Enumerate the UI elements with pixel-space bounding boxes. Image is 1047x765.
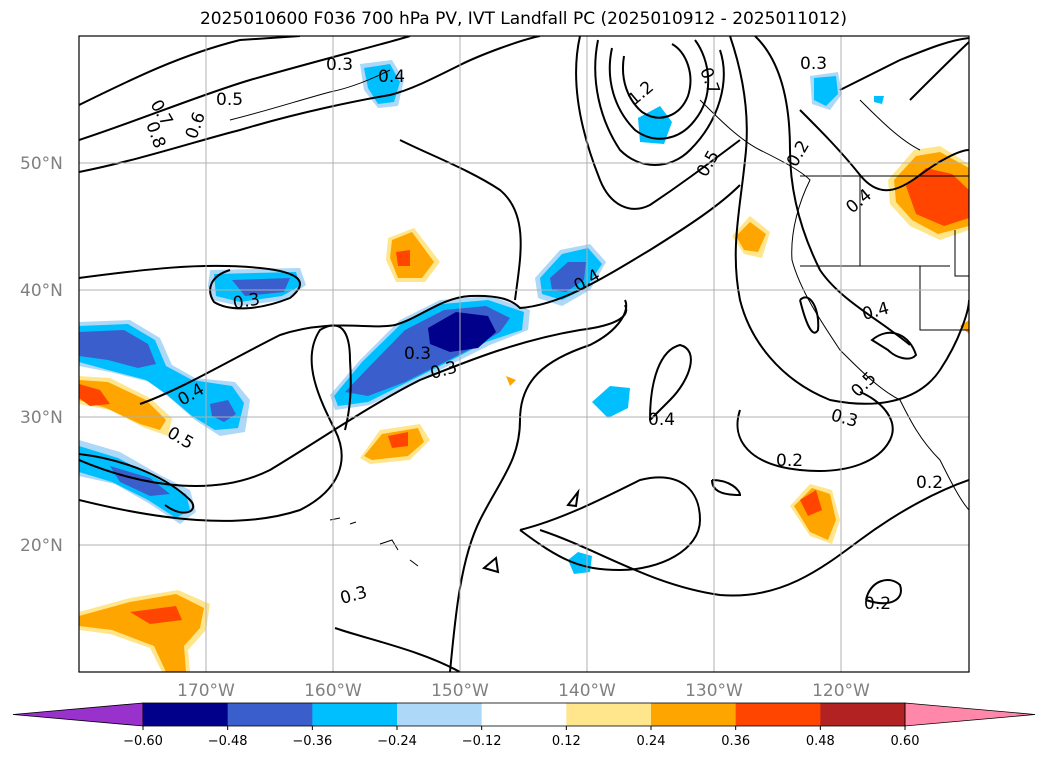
colorbar-tick-label: −0.12 <box>462 734 502 749</box>
colorbar-segments <box>12 702 1036 727</box>
chart-title: 2025010600 F036 700 hPa PV, IVT Landfall… <box>199 9 847 29</box>
contour-label: 0.3 <box>231 290 261 314</box>
pv-shading-positive <box>79 146 969 672</box>
lat-tick-label: 30°N <box>20 408 63 428</box>
colorbar-tick-label: −0.36 <box>292 734 332 749</box>
contour-label: 0.5 <box>216 90 243 110</box>
colorbar-segment <box>143 703 229 726</box>
lat-axis-labels: 20°N 30°N 40°N 50°N <box>20 154 63 556</box>
contour-label: 0.3 <box>404 344 431 364</box>
plot-area <box>79 36 969 672</box>
colorbar-tick-label: 0.48 <box>806 734 835 749</box>
colorbar-segment <box>566 703 652 726</box>
colorbar-segment <box>312 703 398 726</box>
lat-tick-label: 40°N <box>20 281 63 301</box>
map-layers <box>79 36 969 672</box>
lat-tick-label: 20°N <box>20 536 63 556</box>
colorbar-tick-label: −0.24 <box>377 734 417 749</box>
gridlines <box>79 36 969 672</box>
colorbar-segment <box>735 703 821 726</box>
colorbar-tick-label: 0.60 <box>891 734 920 749</box>
lon-tick-label: 140°W <box>558 681 616 701</box>
contour-label: 0.2 <box>916 473 943 493</box>
colorbar-segment <box>651 703 737 726</box>
lon-tick-label: 130°W <box>685 681 743 701</box>
colorbar-segment <box>397 703 483 726</box>
colorbar-extend-max <box>904 702 1036 727</box>
colorbar-ticks: −0.60 −0.48 −0.36 −0.24 −0.12 0.12 0.24 0.36 0.4… <box>123 726 919 749</box>
colorbar-tick-label: −0.60 <box>123 734 163 749</box>
contour-label: 0.4 <box>648 410 675 430</box>
colorbar-segment <box>820 703 906 726</box>
colorbar-tick-label: −0.48 <box>208 734 248 749</box>
contour-label: 0.4 <box>378 67 405 87</box>
colorbar-tick-label: 0.24 <box>637 734 666 749</box>
colorbar-tick-label: 0.12 <box>552 734 581 749</box>
coastlines <box>229 69 969 567</box>
contour-label: 0.2 <box>776 451 803 471</box>
lat-tick-label: 50°N <box>20 154 63 174</box>
lon-tick-label: 160°W <box>304 681 362 701</box>
lon-axis-labels: 170°W 160°W 150°W 140°W 130°W 120°W <box>177 681 870 701</box>
colorbar-segment <box>227 703 313 726</box>
pv-contours <box>79 36 969 672</box>
contour-label: 0.2 <box>864 594 891 614</box>
contour-label: 0.3 <box>326 55 353 75</box>
colorbar-outline <box>142 702 906 727</box>
lon-tick-label: 120°W <box>812 681 870 701</box>
plot-frame <box>78 35 970 673</box>
contour-label: 0.3 <box>800 54 827 74</box>
lon-tick-label: 150°W <box>431 681 489 701</box>
lon-tick-label: 170°W <box>177 681 235 701</box>
colorbar-tick-label: 0.36 <box>721 734 750 749</box>
colorbar: −0.60 −0.48 −0.36 −0.24 −0.12 0.12 0.24 0.36 0.4… <box>12 702 1036 749</box>
colorbar-segment <box>481 703 567 726</box>
colorbar-extend-min <box>12 702 144 727</box>
